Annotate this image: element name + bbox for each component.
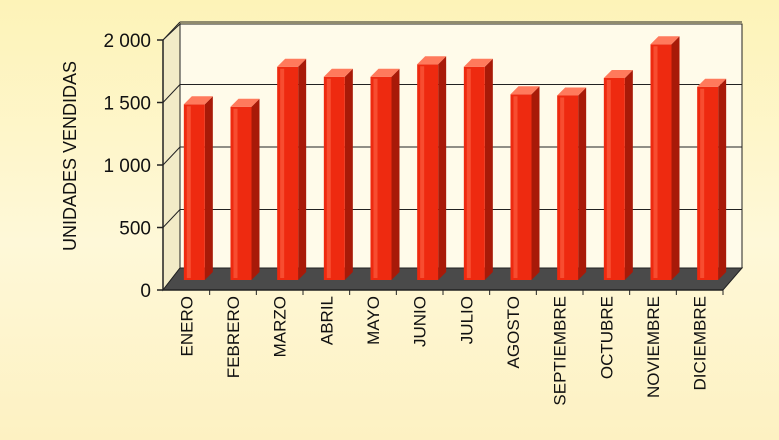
bar-top (323, 68, 353, 77)
bar-highlight (513, 96, 518, 278)
bar-highlight (186, 106, 191, 278)
gridline-side (162, 84, 181, 103)
bar-side (251, 98, 260, 280)
bar-highlight (326, 78, 331, 278)
bar-side (531, 86, 540, 280)
bar-top (557, 87, 587, 96)
y-tick-label: 0 (140, 281, 151, 302)
y-axis-ticks: 0 500 1 000 1 500 2 000 (103, 31, 163, 302)
gridlines (162, 21, 742, 228)
bar (417, 56, 447, 280)
bar-side (578, 87, 587, 280)
y-tick-label: 500 (119, 219, 151, 240)
bar-top (697, 78, 727, 87)
y-tick-label: 1 500 (103, 94, 151, 115)
chart-side-wall (162, 22, 181, 292)
gridline-side (162, 209, 181, 228)
bar-highlight (606, 80, 611, 278)
bar-side (391, 68, 400, 280)
bar (370, 68, 400, 280)
bar-top (603, 70, 633, 78)
bar (557, 87, 587, 280)
x-tick-label: NOVIEMBRE (644, 296, 663, 398)
bar (603, 70, 633, 280)
bar-top (463, 58, 493, 67)
bar-top (183, 96, 213, 105)
bar-top (417, 56, 447, 65)
bar-highlight (466, 68, 471, 278)
gridline-side (162, 21, 181, 41)
bar (323, 68, 353, 280)
bar-highlight (233, 108, 238, 278)
bar (277, 58, 307, 280)
x-tick-label: ABRIL (317, 296, 336, 345)
x-tick-label: OCTUBRE (597, 296, 616, 379)
x-tick-label: MARZO (271, 296, 290, 357)
bar-top (230, 98, 260, 107)
y-tick-label: 2 000 (103, 31, 151, 52)
y-tick-label: 1 000 (103, 156, 151, 177)
bar-side (718, 78, 727, 280)
bar-side (484, 58, 493, 280)
x-tick-label: JUNIO (411, 296, 430, 347)
bar-side (624, 70, 633, 280)
y-axis-title: UNIDADES VENDIDAS (60, 61, 80, 251)
bar (183, 96, 213, 280)
bar (230, 98, 260, 280)
bar-side (344, 68, 353, 280)
bar-top (277, 58, 307, 67)
bar-highlight (280, 68, 285, 278)
bar (463, 58, 493, 280)
bar (650, 36, 680, 280)
bar-top (370, 68, 400, 77)
x-tick-label: AGOSTO (504, 296, 523, 368)
bar-highlight (653, 46, 658, 278)
bar-side (204, 96, 213, 280)
x-tick-label: FEBRERO (224, 296, 243, 378)
bars (183, 36, 727, 295)
x-tick-label: ENERO (177, 296, 196, 356)
bar-highlight (560, 97, 565, 278)
bar-side (671, 36, 680, 280)
bar-highlight (420, 66, 425, 278)
bar-side (298, 58, 307, 280)
bar (510, 86, 540, 280)
bar (697, 78, 727, 280)
gridline-side (162, 146, 181, 166)
bar-highlight (373, 78, 378, 278)
x-tick-label: MAYO (364, 296, 383, 345)
x-axis-labels: ENERO FEBRERO MARZO ABRIL MAYO JUNIO JULIO AGOS… (177, 296, 709, 406)
x-tick-label: JULIO (457, 296, 476, 344)
bar-top (650, 36, 680, 45)
x-tick-label: SEPTIEMBRE (551, 296, 570, 406)
bar-top (510, 86, 540, 95)
bar-highlight (700, 88, 705, 278)
x-tick-label: DICIEMBRE (691, 296, 710, 390)
bar-side (438, 56, 447, 280)
